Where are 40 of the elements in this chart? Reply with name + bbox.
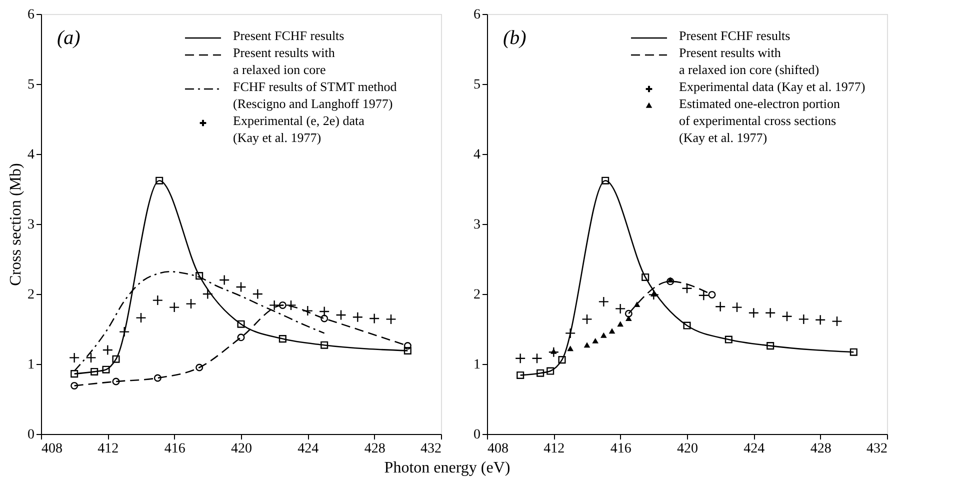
y-tick-label: 2	[474, 288, 480, 302]
x-axis-title: Photon energy (eV)	[384, 460, 510, 476]
x-tick-label: 428	[810, 442, 832, 456]
y-tick-label: 0	[474, 428, 480, 442]
y-axis-title: Cross section (Mb)	[8, 163, 24, 286]
y-tick-label: 5	[28, 78, 34, 92]
y-tick-label: 3	[474, 218, 480, 232]
legend-label: Estimated one-electron portion of experimental cross sections (Kay et al. 1977)	[679, 96, 840, 145]
y-tick-label: 1	[28, 358, 34, 372]
x-tick-label: 408	[42, 442, 62, 456]
x-tick-label: 432	[420, 442, 442, 456]
x-tick-label: 420	[677, 442, 698, 456]
legend-label: Present results with a relaxed ion core (shifted)	[679, 45, 820, 77]
y-tick-label: 6	[474, 8, 480, 22]
x-tick-label: 416	[164, 442, 186, 456]
x-tick-label: 424	[744, 442, 765, 456]
x-tick-label: 412	[98, 442, 119, 456]
legend-label: Experimental (e, 2e) data (Kay et al. 1977)	[233, 113, 365, 145]
x-tick-label: 412	[544, 442, 565, 456]
y-tick-label: 5	[474, 78, 480, 92]
x-tick-label: 408	[488, 442, 508, 456]
legend-label: FCHF results of STMT method (Rescigno and Langhoff 1977)	[233, 79, 398, 111]
legend-label: Experimental data (Kay et al. 1977)	[679, 79, 866, 94]
x-tick-label: 420	[231, 442, 252, 456]
legend-label: Present FCHF results	[233, 28, 344, 43]
text: (a)	[57, 27, 81, 49]
y-tick-label: 4	[28, 148, 34, 162]
y-tick-label: 0	[28, 428, 34, 442]
y-tick-label: 2	[28, 288, 34, 302]
y-tick-label: 6	[28, 8, 34, 22]
x-tick-label: 428	[364, 442, 386, 456]
x-tick-label: 416	[610, 442, 632, 456]
x-tick-label: 432	[866, 442, 888, 456]
y-tick-label: 1	[474, 358, 480, 372]
y-tick-label: 4	[474, 148, 480, 162]
y-tick-label: 3	[28, 218, 34, 232]
legend-label: Present results with a relaxed ion core	[233, 45, 336, 77]
x-tick-label: 424	[298, 442, 319, 456]
text: (b)	[503, 27, 527, 49]
legend-label: Present FCHF results	[679, 28, 790, 43]
